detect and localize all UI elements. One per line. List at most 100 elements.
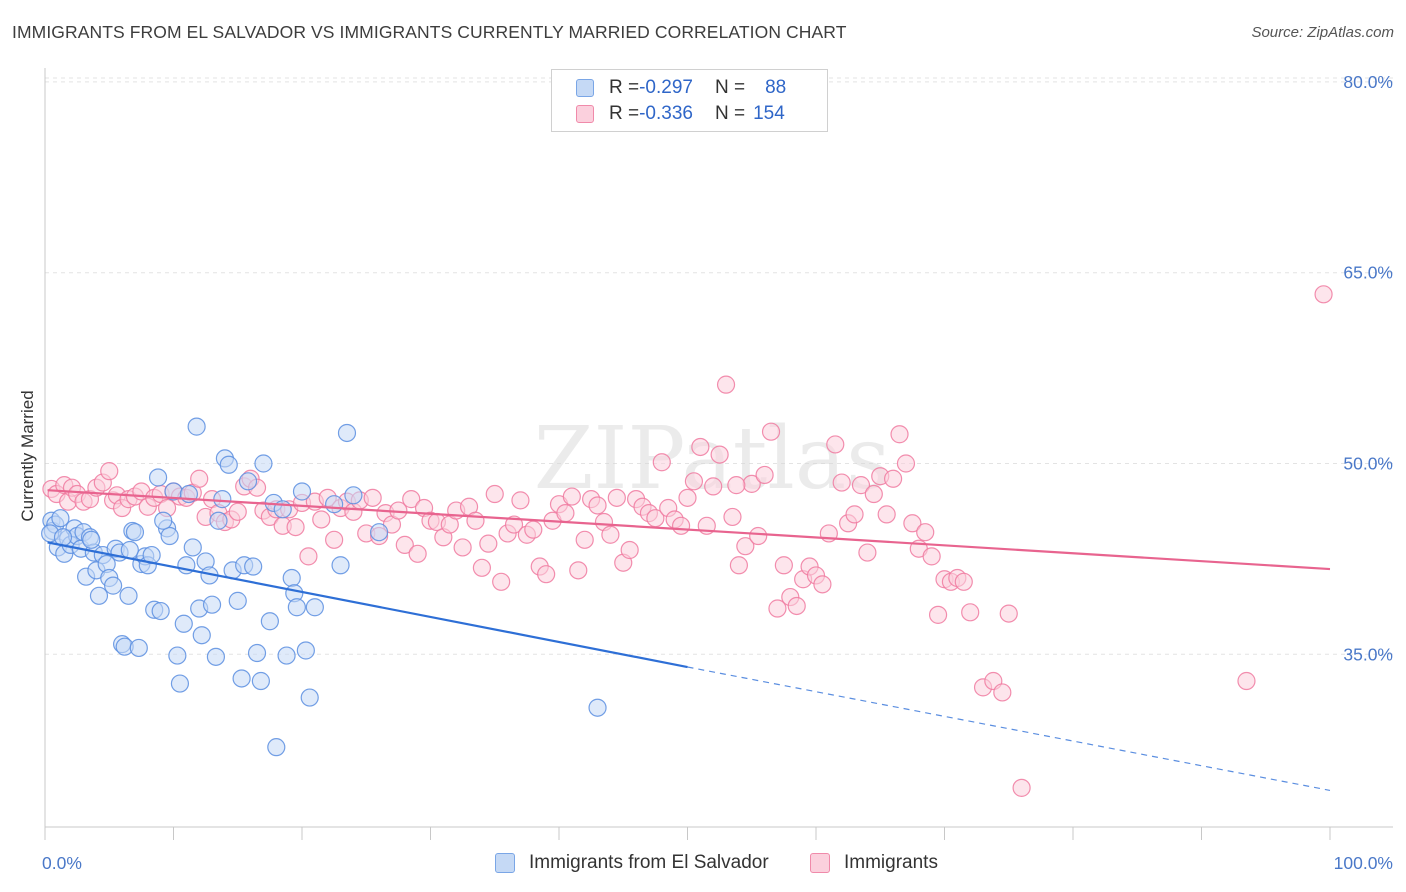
- data-point: [916, 523, 935, 542]
- data-point: [472, 558, 491, 577]
- data-point: [296, 641, 315, 660]
- r-value: -0.297: [639, 77, 693, 98]
- trend-line-immigrants: [47, 489, 1331, 571]
- legend-row-el-salvador: R = -0.297 N = 88: [576, 76, 786, 100]
- trend-line-el-salvador: [47, 541, 688, 669]
- data-point: [504, 515, 524, 534]
- data-point: [228, 502, 247, 521]
- data-point: [244, 557, 263, 576]
- data-point: [213, 490, 232, 509]
- axes: [44, 68, 1393, 840]
- data-point: [922, 547, 941, 566]
- data-point: [119, 586, 138, 605]
- data-point: [305, 598, 324, 617]
- y-axis-label: Currently Married: [18, 390, 37, 521]
- n-value: 88: [765, 77, 787, 98]
- legend-item-el-salvador[interactable]: Immigrants from El Salvador: [495, 852, 769, 874]
- data-point: [896, 454, 916, 473]
- data-point: [485, 484, 504, 504]
- data-point: [524, 520, 543, 539]
- data-point: [928, 605, 948, 624]
- data-point: [749, 526, 768, 546]
- data-point: [704, 477, 723, 496]
- chart-title: IMMIGRANTS FROM EL SALVADOR VS IMMIGRANT…: [12, 22, 847, 42]
- data-point: [575, 530, 594, 549]
- data-point: [363, 488, 382, 507]
- data-point: [344, 486, 363, 505]
- data-point: [331, 556, 350, 575]
- legend-swatch: [576, 105, 594, 123]
- data-point: [453, 538, 472, 557]
- data-point: [691, 437, 710, 457]
- data-point: [312, 510, 331, 529]
- data-point: [402, 490, 421, 509]
- data-point: [723, 507, 742, 527]
- data-point: [858, 543, 877, 562]
- data-point: [890, 425, 909, 444]
- trend-lines: [47, 489, 1331, 791]
- y-tick-label: 65.0%: [1343, 263, 1393, 283]
- legend-label: Immigrants from El Salvador: [529, 852, 769, 873]
- data-point: [219, 455, 238, 474]
- data-point: [151, 601, 170, 621]
- data-point: [100, 462, 119, 481]
- source-note: Source: ZipAtlas.com: [1251, 24, 1394, 41]
- data-point: [232, 669, 251, 688]
- y-tick-label: 80.0%: [1343, 72, 1393, 92]
- data-point: [282, 568, 301, 588]
- data-point: [287, 598, 306, 617]
- trend-line-el-salvador-extension: [687, 666, 1331, 791]
- data-point: [755, 465, 774, 485]
- legend-item-immigrants[interactable]: Immigrants: [810, 852, 938, 874]
- data-point: [954, 572, 973, 591]
- data-point: [716, 375, 736, 394]
- data-point: [325, 530, 344, 549]
- legend-label: Immigrants: [844, 852, 938, 873]
- data-point: [228, 591, 247, 610]
- data-point: [260, 612, 279, 631]
- data-point: [120, 540, 139, 560]
- data-point: [1237, 671, 1256, 691]
- legend-swatch: [810, 853, 830, 873]
- data-point: [845, 505, 864, 524]
- r-value: -0.336: [639, 103, 693, 124]
- data-point: [1012, 778, 1031, 797]
- data-point: [247, 643, 267, 663]
- data-point: [556, 504, 575, 523]
- r-label: R =: [609, 77, 640, 98]
- data-point: [104, 576, 123, 595]
- legend-row-immigrants: R = -0.336 N = 154: [576, 102, 785, 126]
- data-point: [154, 511, 173, 530]
- data-point: [129, 638, 148, 658]
- data-point: [238, 472, 258, 491]
- data-point: [832, 473, 851, 492]
- data-point: [325, 495, 344, 514]
- data-point: [537, 565, 556, 584]
- n-label: N =: [714, 77, 746, 98]
- data-point: [761, 422, 781, 441]
- data-point: [174, 614, 193, 633]
- data-point: [851, 476, 871, 495]
- data-point: [993, 683, 1012, 702]
- y-tick-label: 35.0%: [1343, 644, 1393, 664]
- n-label: N =: [714, 103, 746, 124]
- data-point: [466, 511, 485, 530]
- data-points: [41, 285, 1333, 797]
- data-point: [710, 445, 729, 464]
- data-point: [408, 544, 427, 563]
- data-point: [337, 423, 357, 443]
- data-point: [160, 526, 179, 546]
- y-tick-label: 50.0%: [1343, 454, 1393, 474]
- data-point: [292, 482, 312, 501]
- data-point: [864, 484, 883, 504]
- data-point: [187, 417, 206, 436]
- data-point: [826, 435, 845, 454]
- legend-swatch: [495, 853, 515, 873]
- data-point: [89, 586, 109, 605]
- data-point: [492, 572, 511, 591]
- x-tick-label: 100.0%: [1334, 853, 1393, 873]
- data-point: [607, 488, 626, 507]
- data-point: [395, 535, 414, 555]
- data-point: [479, 534, 498, 553]
- data-point: [813, 575, 832, 594]
